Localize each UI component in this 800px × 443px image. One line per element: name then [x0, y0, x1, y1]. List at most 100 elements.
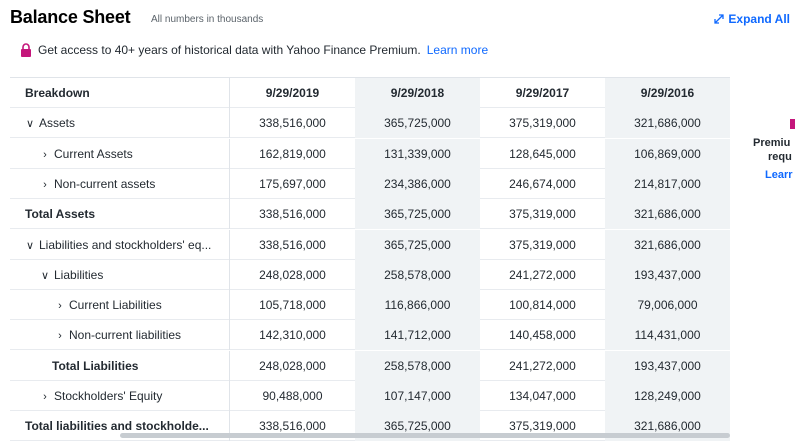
row-value: 131,339,000: [355, 139, 480, 169]
row-value: 365,725,000: [355, 230, 480, 260]
row-label-text: Non-current liabilities: [69, 328, 182, 342]
table-row[interactable]: › Non-current liabilities 142,310,000 141,7…: [10, 320, 730, 350]
expand-icon: [714, 14, 725, 24]
row-value: 365,725,000: [355, 108, 480, 138]
row-value: 338,516,000: [259, 238, 326, 252]
row-value: 375,319,000: [509, 419, 576, 433]
row-value: 248,028,000: [259, 359, 326, 373]
row-label[interactable]: ∨ Liabilities: [10, 260, 230, 290]
row-label-text: Total Liabilities: [52, 359, 139, 373]
expand-all-label: Expand All: [728, 12, 790, 26]
row-value: 193,437,000: [605, 260, 730, 290]
row-value: 321,686,000: [605, 199, 730, 229]
row-value: 140,458,000: [509, 328, 576, 342]
row-label[interactable]: ∨ Liabilities and stockholders' eq...: [10, 230, 230, 260]
table-row[interactable]: ∨ Assets 338,516,000 365,725,000 375,319,000…: [10, 108, 730, 138]
balance-sheet-table: Breakdown 9/29/2019 9/29/2018 9/29/2017 …: [10, 77, 730, 441]
row-value: 142,310,000: [259, 328, 326, 342]
horizontal-scrollbar[interactable]: [120, 433, 730, 438]
premium-icon: [790, 119, 795, 129]
table-row[interactable]: ∨ Liabilities and stockholders' eq... 338,…: [10, 230, 730, 260]
column-header-date: 9/29/2018: [355, 78, 480, 108]
row-value: 338,516,000: [259, 116, 326, 130]
chevron-down-icon[interactable]: ∨: [25, 240, 35, 252]
row-value: 248,028,000: [259, 268, 326, 282]
table-row: Total Liabilities 248,028,000 258,578,000 2…: [10, 351, 730, 381]
row-label: Total Assets: [10, 199, 230, 229]
page-header: Balance Sheet All numbers in thousands E…: [0, 0, 800, 38]
side-panel-link[interactable]: Learr: [765, 169, 793, 181]
row-label-text: Total Assets: [25, 207, 96, 221]
table-row[interactable]: › Stockholders' Equity 90,488,000 107,147,0…: [10, 381, 730, 411]
premium-banner: Get access to 40+ years of historical da…: [20, 41, 488, 59]
row-value: 241,272,000: [509, 359, 576, 373]
table-row: Total Assets 338,516,000 365,725,000 375,31…: [10, 199, 730, 229]
row-value: 258,578,000: [355, 260, 480, 290]
row-value: 90,488,000: [262, 389, 323, 403]
row-label-text: Liabilities and stockholders' eq...: [39, 238, 212, 252]
row-label[interactable]: › Stockholders' Equity: [10, 381, 230, 411]
expand-all-button[interactable]: Expand All: [714, 12, 790, 26]
table-row[interactable]: › Non-current assets 175,697,000 234,386,00…: [10, 169, 730, 199]
row-value: 106,869,000: [605, 139, 730, 169]
row-value: 365,725,000: [355, 199, 480, 229]
row-value: 128,249,000: [605, 381, 730, 411]
premium-side-panel: Premiu requ Learr: [732, 77, 800, 437]
row-value: 107,147,000: [355, 381, 480, 411]
chevron-down-icon[interactable]: ∨: [40, 270, 50, 282]
row-value: 193,437,000: [605, 351, 730, 381]
row-label[interactable]: ∨ Assets: [10, 108, 230, 138]
row-label-text: Total liabilities and stockholde...: [25, 419, 209, 433]
page-subtitle: All numbers in thousands: [151, 14, 264, 25]
row-value: 214,817,000: [605, 169, 730, 199]
row-value: 116,866,000: [355, 290, 480, 320]
chevron-right-icon[interactable]: ›: [43, 179, 47, 191]
row-label-text: Non-current assets: [54, 177, 156, 191]
row-label[interactable]: › Current Liabilities: [10, 290, 230, 320]
row-value: 241,272,000: [509, 268, 576, 282]
row-value: 134,047,000: [509, 389, 576, 403]
row-label: Total Liabilities: [10, 351, 230, 381]
row-value: 234,386,000: [355, 169, 480, 199]
row-label-text: Assets: [39, 116, 76, 130]
row-label-text: Current Assets: [54, 147, 133, 161]
row-label-text: Current Liabilities: [69, 298, 162, 312]
column-header-breakdown: Breakdown: [10, 78, 230, 108]
row-label-text: Liabilities: [54, 268, 104, 282]
chevron-right-icon[interactable]: ›: [58, 300, 62, 312]
row-value: 141,712,000: [355, 320, 480, 350]
column-header-date: 9/29/2017: [515, 86, 570, 100]
row-value: 338,516,000: [259, 419, 326, 433]
row-value: 100,814,000: [509, 298, 576, 312]
column-header-date: 9/29/2016: [605, 78, 730, 108]
chevron-down-icon[interactable]: ∨: [25, 118, 35, 130]
row-value: 258,578,000: [355, 351, 480, 381]
row-value: 338,516,000: [259, 207, 326, 221]
row-value: 321,686,000: [605, 230, 730, 260]
row-value: 375,319,000: [509, 207, 576, 221]
table-row[interactable]: ∨ Liabilities 248,028,000 258,578,000 241,27…: [10, 260, 730, 290]
row-value: 114,431,000: [605, 320, 730, 350]
row-value: 175,697,000: [259, 177, 326, 191]
row-value: 162,819,000: [259, 147, 326, 161]
page-title: Balance Sheet: [10, 7, 131, 27]
premium-text: Get access to 40+ years of historical da…: [38, 43, 421, 57]
table-header-row: Breakdown 9/29/2019 9/29/2018 9/29/2017 …: [10, 78, 730, 108]
row-label[interactable]: › Non-current assets: [10, 169, 230, 199]
table-row[interactable]: › Current Assets 162,819,000 131,339,000 128…: [10, 139, 730, 169]
chevron-right-icon[interactable]: ›: [43, 149, 47, 161]
side-panel-subtitle: requ: [768, 151, 792, 163]
row-label[interactable]: › Non-current liabilities: [10, 320, 230, 350]
learn-more-link[interactable]: Learn more: [426, 43, 489, 57]
row-label[interactable]: › Current Assets: [10, 139, 230, 169]
table-row[interactable]: › Current Liabilities 105,718,000 116,866,0…: [10, 290, 730, 320]
chevron-right-icon[interactable]: ›: [43, 391, 47, 403]
row-label-text: Stockholders' Equity: [54, 389, 163, 403]
row-value: 375,319,000: [509, 116, 576, 130]
lock-icon: [21, 43, 31, 57]
row-label: Total liabilities and stockholde...: [10, 411, 230, 441]
row-value: 105,718,000: [259, 298, 326, 312]
column-header-date: 9/29/2019: [265, 86, 320, 100]
row-value: 128,645,000: [509, 147, 576, 161]
chevron-right-icon[interactable]: ›: [58, 330, 62, 342]
